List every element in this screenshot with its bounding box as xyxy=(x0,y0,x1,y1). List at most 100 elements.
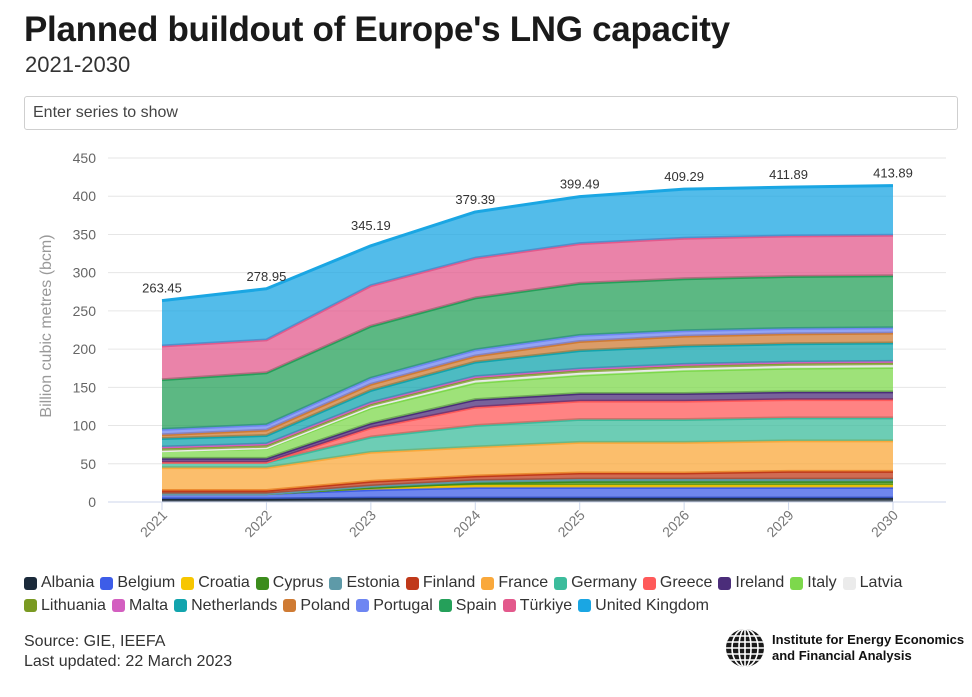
legend-swatch xyxy=(283,599,297,612)
area-ireland[interactable] xyxy=(162,391,893,463)
logo-line-2: and Financial Analysis xyxy=(772,648,912,663)
x-tick-label: 2024 xyxy=(450,507,483,540)
total-data-label: 345.19 xyxy=(351,218,391,233)
legend-swatch xyxy=(502,599,516,612)
legend-label: Belgium xyxy=(117,574,176,591)
source-text: Source: GIE, IEEFA xyxy=(24,633,166,650)
legend-label: Germany xyxy=(571,574,637,591)
chart-title: Planned buildout of Europe's LNG capacit… xyxy=(24,10,730,49)
y-tick-label: 100 xyxy=(73,418,97,434)
legend-label: Croatia xyxy=(198,574,250,591)
legend-swatch xyxy=(24,599,37,612)
legend-label: Latvia xyxy=(859,574,903,591)
legend-label: Estonia xyxy=(346,574,400,591)
area-belgium[interactable] xyxy=(162,487,893,499)
legend-swatch xyxy=(100,576,114,590)
legend-swatch xyxy=(255,576,269,590)
legend-label: Türkiye xyxy=(519,596,573,614)
area-germany[interactable] xyxy=(162,417,893,468)
x-tick-label: 2022 xyxy=(241,507,274,540)
legend-item-croatia[interactable]: Croatia xyxy=(181,573,250,593)
legend-label: Italy xyxy=(807,574,837,591)
legend-item-germany[interactable]: Germany xyxy=(554,573,637,593)
total-data-label: 379.39 xyxy=(455,192,495,207)
source-note: Source: GIE, IEEFA Last updated: 22 Marc… xyxy=(24,632,232,672)
x-tick-label: 2023 xyxy=(346,507,379,540)
legend-label: Finland xyxy=(422,574,476,591)
legend-item-türkiye[interactable]: Türkiye xyxy=(502,596,573,616)
legend-label: Poland xyxy=(300,596,351,614)
y-axis-label: Billion cubic metres (bcm) xyxy=(38,234,55,417)
legend-swatch xyxy=(718,576,732,590)
x-tick-label: 2021 xyxy=(137,507,170,540)
globe-icon xyxy=(726,629,764,667)
logo-line-1: Institute for Energy Economics xyxy=(772,632,965,647)
area-france[interactable] xyxy=(162,440,893,491)
legend-item-greece[interactable]: Greece xyxy=(642,573,713,593)
legend-label: Greece xyxy=(659,574,713,591)
legend-swatch xyxy=(405,576,419,590)
legend-label: Ireland xyxy=(735,574,785,591)
area-greece[interactable] xyxy=(162,399,893,463)
legend-swatch xyxy=(790,576,804,590)
series-search-input[interactable] xyxy=(24,96,958,130)
legend-item-belgium[interactable]: Belgium xyxy=(100,573,175,593)
legend-item-estonia[interactable]: Estonia xyxy=(329,573,400,593)
legend-swatch xyxy=(174,599,188,612)
line-united-kingdom xyxy=(161,184,894,303)
area-united-kingdom[interactable] xyxy=(162,185,893,347)
total-data-label: 278.95 xyxy=(247,269,287,284)
total-data-label: 413.89 xyxy=(873,166,913,181)
area-cyprus[interactable] xyxy=(162,481,893,494)
x-tick-label: 2025 xyxy=(554,507,587,540)
x-tick-label: 2030 xyxy=(868,507,901,540)
y-tick-label: 450 xyxy=(73,150,97,166)
legend-swatch xyxy=(24,576,37,590)
legend-label: Spain xyxy=(455,596,497,614)
area-türkiye[interactable] xyxy=(162,235,893,380)
total-data-label: 263.45 xyxy=(142,281,182,296)
total-data-label: 411.89 xyxy=(769,167,808,182)
legend-swatch xyxy=(356,599,370,612)
legend-item-cyprus[interactable]: Cyprus xyxy=(255,573,323,593)
legend-item-malta[interactable]: Malta xyxy=(111,596,168,616)
legend-item-finland[interactable]: Finland xyxy=(405,573,476,593)
legend-swatch xyxy=(111,599,125,612)
legend-swatch xyxy=(554,576,568,590)
total-data-label: 399.49 xyxy=(560,177,600,192)
legend-item-poland[interactable]: Poland xyxy=(283,596,350,616)
legend-label: United Kingdom xyxy=(595,596,709,614)
last-updated-text: Last updated: 22 March 2023 xyxy=(24,653,233,670)
legend-item-netherlands[interactable]: Netherlands xyxy=(174,596,277,616)
legend-item-united-kingdom[interactable]: United Kingdom xyxy=(578,596,709,616)
y-tick-label: 200 xyxy=(73,341,97,357)
legend-item-portugal[interactable]: Portugal xyxy=(356,596,433,616)
legend-label: Lithuania xyxy=(41,596,106,614)
legend-label: Portugal xyxy=(373,596,433,614)
area-spain[interactable] xyxy=(162,275,893,430)
area-finland[interactable] xyxy=(162,471,893,494)
chart-plot: 0 50 100 150 200 250 300 350 400 450 Billion cubic… xyxy=(38,150,946,540)
y-tick-label: 400 xyxy=(73,188,97,204)
legend-label: France xyxy=(498,574,549,591)
legend-swatch xyxy=(481,576,495,590)
legend-item-albania[interactable]: Albania xyxy=(24,573,94,593)
legend-label: Netherlands xyxy=(191,596,278,614)
legend-swatch xyxy=(438,599,452,612)
legend-item-lithuania[interactable]: Lithuania xyxy=(24,596,106,616)
chart-legend: Albania Belgium Croatia Cyprus Estonia Finlan… xyxy=(24,573,964,618)
area-italy[interactable] xyxy=(162,367,893,459)
x-tick-label: 2026 xyxy=(659,507,692,540)
legend-swatch xyxy=(642,576,656,590)
legend-item-italy[interactable]: Italy xyxy=(790,573,837,593)
legend-item-france[interactable]: France xyxy=(481,573,548,593)
legend-label: Albania xyxy=(41,574,95,591)
legend-item-ireland[interactable]: Ireland xyxy=(718,573,784,593)
area-poland[interactable] xyxy=(162,333,893,439)
y-tick-label: 250 xyxy=(73,303,97,319)
area-croatia[interactable] xyxy=(162,485,893,494)
legend-item-spain[interactable]: Spain xyxy=(438,596,497,616)
legend-item-latvia[interactable]: Latvia xyxy=(842,573,903,593)
x-tick-label: 2029 xyxy=(763,507,796,540)
legend-swatch xyxy=(842,576,856,590)
